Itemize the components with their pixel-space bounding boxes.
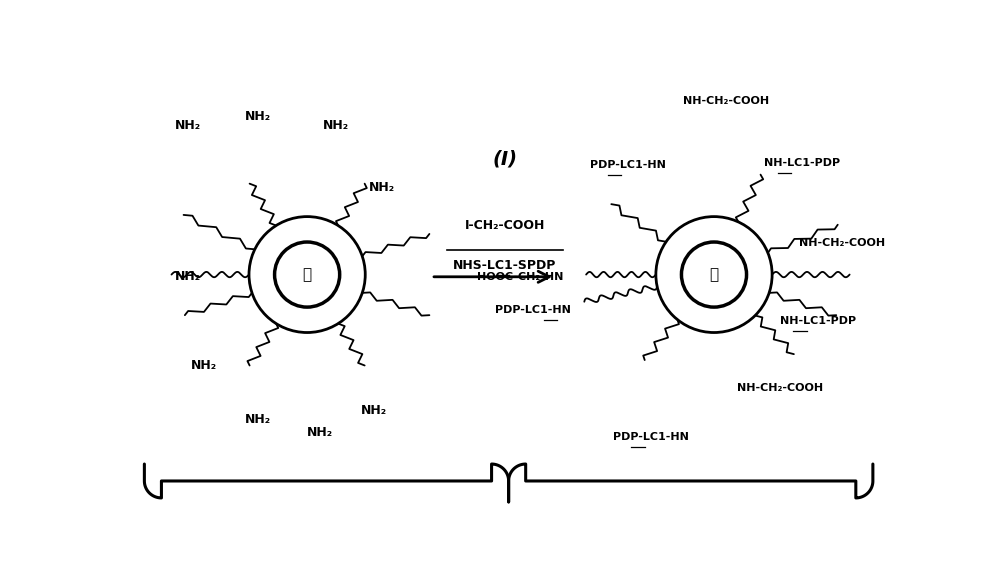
Ellipse shape — [249, 217, 365, 332]
Text: NH-CH₂-COOH: NH-CH₂-COOH — [799, 239, 885, 248]
Text: NH₂: NH₂ — [323, 119, 349, 131]
Text: NH₂: NH₂ — [245, 110, 271, 123]
Text: PDP-LC1-HN: PDP-LC1-HN — [590, 160, 666, 170]
Text: NH₂: NH₂ — [175, 119, 202, 131]
Text: NH₂: NH₂ — [307, 426, 333, 439]
Text: 铁: 铁 — [303, 267, 312, 282]
Text: NH₂: NH₂ — [191, 360, 217, 372]
Text: NH-CH₂-COOH: NH-CH₂-COOH — [683, 96, 769, 106]
Text: NH-CH₂-COOH: NH-CH₂-COOH — [737, 383, 823, 393]
Text: (I): (I) — [492, 149, 517, 168]
Ellipse shape — [656, 217, 772, 332]
Text: HOOC-CH₂-HN: HOOC-CH₂-HN — [477, 272, 563, 282]
Text: NH₂: NH₂ — [245, 413, 271, 426]
Text: NH-LC1-PDP: NH-LC1-PDP — [780, 316, 856, 327]
Text: 铁: 铁 — [709, 267, 719, 282]
Text: NH₂: NH₂ — [369, 181, 395, 194]
Text: NH-LC1-PDP: NH-LC1-PDP — [764, 158, 840, 168]
Text: NHS-LC1-SPDP: NHS-LC1-SPDP — [453, 259, 556, 272]
Text: I-CH₂-COOH: I-CH₂-COOH — [465, 219, 545, 232]
Ellipse shape — [681, 242, 747, 307]
Text: PDP-LC1-HN: PDP-LC1-HN — [495, 305, 571, 315]
Ellipse shape — [275, 242, 340, 307]
Text: NH₂: NH₂ — [361, 404, 388, 417]
Text: NH₂: NH₂ — [175, 270, 202, 283]
Text: PDP-LC1-HN: PDP-LC1-HN — [613, 433, 689, 442]
